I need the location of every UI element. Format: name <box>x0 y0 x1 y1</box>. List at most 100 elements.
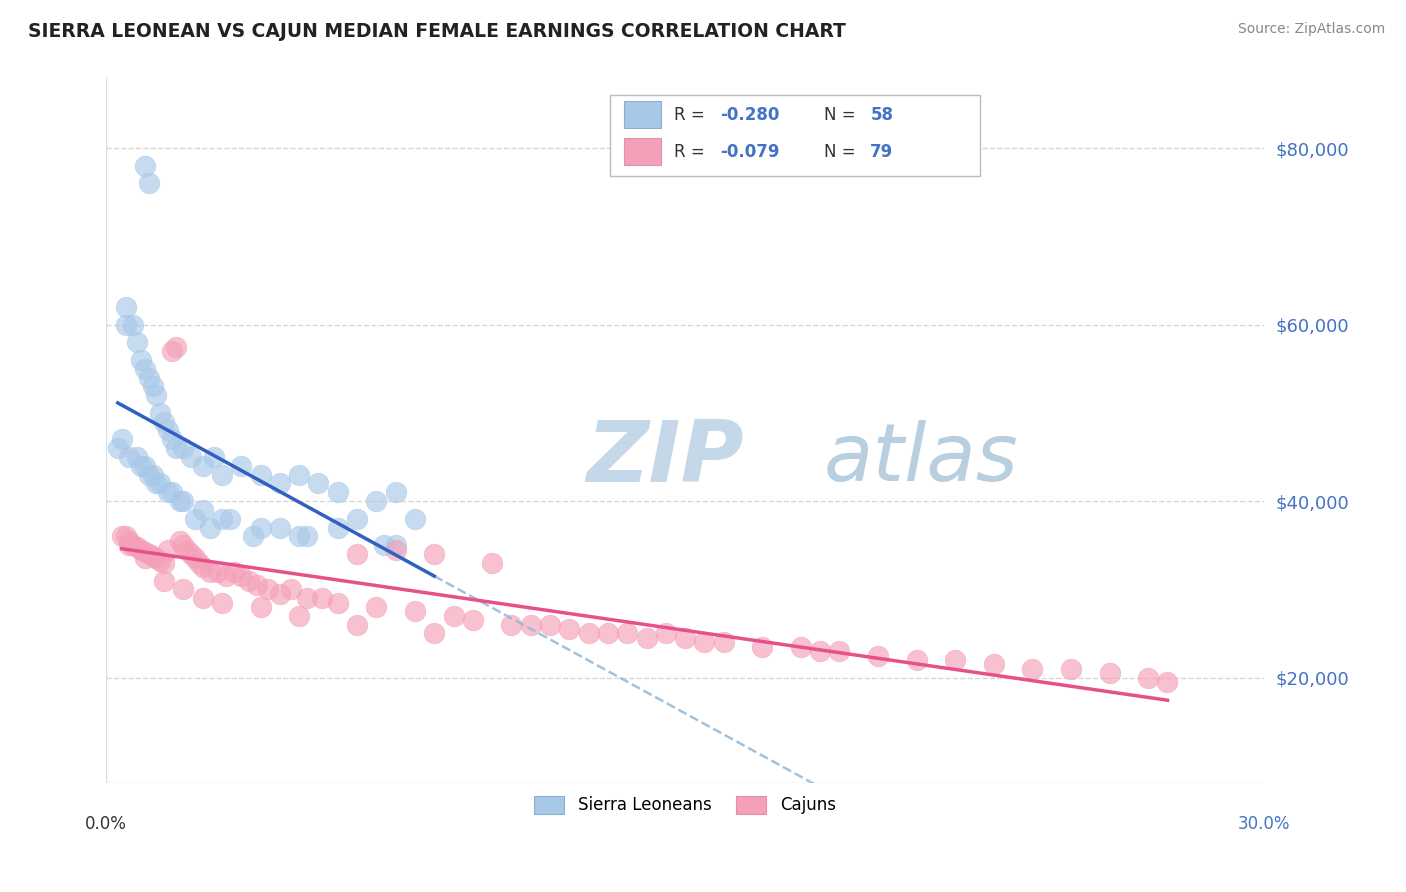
Text: Source: ZipAtlas.com: Source: ZipAtlas.com <box>1237 22 1385 37</box>
FancyBboxPatch shape <box>624 138 661 165</box>
Point <box>134 159 156 173</box>
Point <box>905 653 928 667</box>
Point <box>129 458 152 473</box>
Point <box>423 547 446 561</box>
Point <box>114 529 136 543</box>
Point <box>808 644 831 658</box>
Point <box>211 467 233 482</box>
Point <box>207 565 229 579</box>
Point <box>366 599 388 614</box>
Point <box>311 591 333 606</box>
Point <box>249 467 271 482</box>
Point <box>218 512 240 526</box>
Point <box>138 467 160 482</box>
Point <box>153 556 176 570</box>
Point <box>138 370 160 384</box>
Point <box>346 617 368 632</box>
Point <box>156 485 179 500</box>
Point <box>169 494 191 508</box>
Point <box>149 554 172 568</box>
Text: ZIP: ZIP <box>586 417 744 500</box>
Point <box>636 631 658 645</box>
Point <box>211 512 233 526</box>
Point <box>655 626 678 640</box>
Point <box>596 626 619 640</box>
Point <box>868 648 890 663</box>
Point <box>141 549 163 563</box>
Point <box>129 352 152 367</box>
Point <box>118 450 141 464</box>
Point <box>538 617 561 632</box>
FancyBboxPatch shape <box>610 95 980 177</box>
Text: 30.0%: 30.0% <box>1237 815 1291 833</box>
Point <box>983 657 1005 672</box>
Text: -0.079: -0.079 <box>720 143 779 161</box>
Point <box>118 533 141 548</box>
Text: 79: 79 <box>870 143 894 161</box>
Point <box>145 551 167 566</box>
Point <box>269 520 291 534</box>
Point <box>134 545 156 559</box>
Point <box>423 626 446 640</box>
Point <box>693 635 716 649</box>
Point <box>519 617 541 632</box>
Point <box>149 406 172 420</box>
Point <box>114 300 136 314</box>
Point <box>191 503 214 517</box>
Point <box>156 542 179 557</box>
Point <box>481 556 503 570</box>
Point <box>288 529 311 543</box>
Point <box>257 582 280 597</box>
Point <box>1060 662 1083 676</box>
Point <box>184 551 207 566</box>
Point <box>404 512 426 526</box>
Point <box>616 626 638 640</box>
Point <box>118 538 141 552</box>
Point <box>346 512 368 526</box>
Point <box>184 512 207 526</box>
Text: -0.280: -0.280 <box>720 106 779 124</box>
Point <box>191 458 214 473</box>
Point <box>1098 666 1121 681</box>
Point <box>384 538 406 552</box>
Point <box>176 542 198 557</box>
Point <box>326 596 349 610</box>
Point <box>238 574 260 588</box>
Point <box>280 582 302 597</box>
Point <box>160 485 183 500</box>
Point <box>211 596 233 610</box>
Point <box>751 640 773 654</box>
Point <box>127 540 149 554</box>
Point <box>295 591 318 606</box>
Point <box>231 569 253 583</box>
Point <box>169 533 191 548</box>
Point <box>1156 675 1178 690</box>
Point <box>180 547 202 561</box>
Point <box>172 494 194 508</box>
Point <box>172 538 194 552</box>
Point <box>111 529 134 543</box>
Text: 0.0%: 0.0% <box>86 815 127 833</box>
Point <box>127 335 149 350</box>
Point <box>165 340 187 354</box>
Point <box>172 441 194 455</box>
Point <box>246 578 269 592</box>
Point <box>191 591 214 606</box>
Point <box>156 424 179 438</box>
Point <box>384 485 406 500</box>
Point <box>366 494 388 508</box>
Point <box>326 485 349 500</box>
Point <box>1137 671 1160 685</box>
Point <box>288 467 311 482</box>
Point <box>127 450 149 464</box>
Point <box>249 599 271 614</box>
Point <box>215 569 238 583</box>
Point <box>231 458 253 473</box>
Point <box>501 617 523 632</box>
Point <box>200 565 222 579</box>
Point <box>308 476 330 491</box>
Point <box>578 626 600 640</box>
Point <box>373 538 395 552</box>
Text: 58: 58 <box>870 106 893 124</box>
Point <box>153 574 176 588</box>
